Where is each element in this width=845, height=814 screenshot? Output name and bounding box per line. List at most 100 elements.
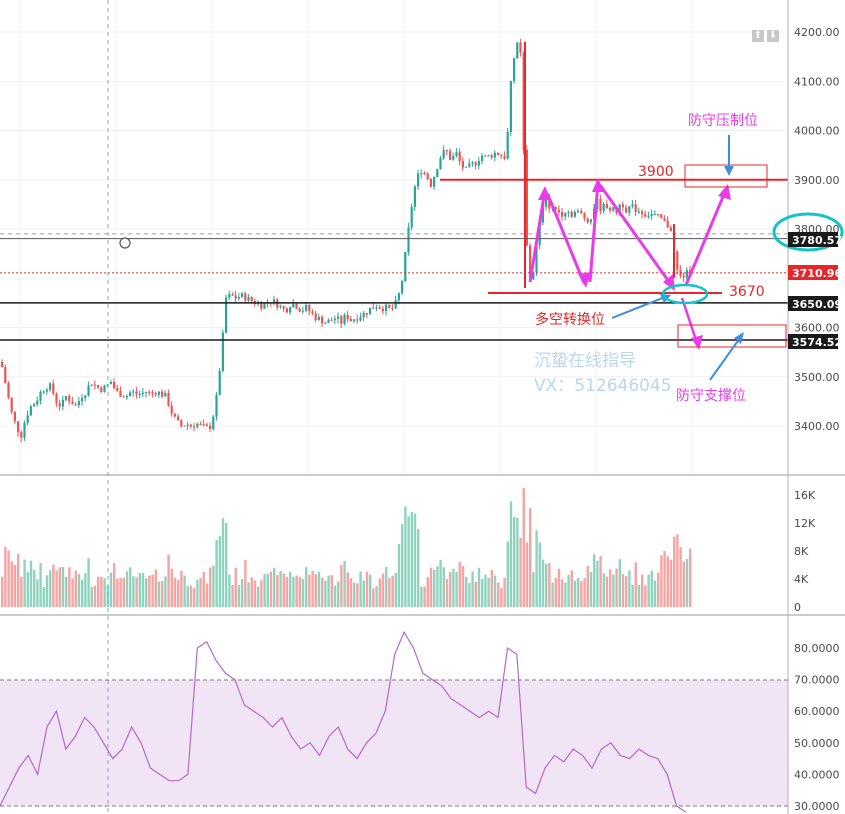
volume-bar — [679, 547, 682, 607]
volume-bar — [397, 543, 401, 607]
rsi-band — [0, 680, 788, 806]
volume-bar — [426, 577, 429, 607]
volume-bar — [365, 571, 369, 607]
volume-bar — [532, 572, 535, 607]
candle — [423, 171, 426, 176]
candle — [282, 305, 285, 312]
volume-bar — [122, 577, 125, 607]
candle — [74, 402, 77, 406]
volume-bar — [372, 588, 375, 607]
candle — [45, 387, 48, 395]
candle — [404, 251, 407, 283]
candle — [381, 306, 384, 315]
volume-bar — [241, 579, 244, 607]
blue-arrow-support — [709, 337, 741, 381]
volume-bar — [599, 556, 602, 607]
chart-toolbar: ⬆ ⬇ — [752, 30, 779, 42]
volume-bar — [289, 571, 292, 607]
candle — [573, 209, 576, 219]
arrow-down-icon[interactable]: ⬇ — [767, 30, 779, 42]
grid-layer — [0, 0, 788, 475]
volume-bar — [103, 578, 106, 607]
volume-bar — [1, 576, 4, 607]
candle — [634, 199, 637, 217]
candle — [465, 166, 468, 168]
volume-bar — [33, 569, 36, 607]
candle — [650, 209, 653, 221]
candle — [676, 250, 679, 275]
volume-bar — [410, 511, 413, 607]
volume-bar — [564, 582, 567, 607]
candle — [26, 410, 29, 426]
volume-bar — [634, 562, 637, 607]
rsi-tick-label: 50.0000 — [794, 737, 840, 750]
candle — [71, 396, 74, 405]
volume-bar — [509, 501, 513, 607]
volume-bar — [449, 572, 452, 607]
candle — [369, 307, 372, 315]
volume-bar — [212, 565, 215, 607]
volume-bar — [353, 582, 356, 607]
volume-bar — [570, 570, 573, 607]
price-tick-label: 3500.00 — [794, 371, 840, 384]
candle — [586, 217, 589, 224]
arrow-up-icon[interactable]: ⬆ — [752, 30, 764, 42]
candle — [439, 155, 442, 170]
volume-bar — [218, 536, 221, 607]
volume-bar — [378, 578, 381, 607]
candle — [628, 205, 631, 217]
candle — [436, 168, 439, 178]
candle — [10, 397, 13, 415]
crosshair-handle[interactable] — [119, 237, 131, 249]
candle — [452, 152, 455, 161]
candle — [410, 203, 413, 231]
volume-bar — [74, 570, 77, 607]
candle — [61, 395, 64, 411]
magenta-arrowhead-down — [691, 335, 703, 350]
blue-arrow-flip — [611, 296, 666, 319]
candle — [17, 421, 20, 437]
volume-bar — [490, 569, 493, 607]
volume-bar — [58, 567, 61, 607]
rsi-series — [0, 630, 687, 813]
volume-bar — [132, 576, 135, 607]
candle — [413, 184, 416, 211]
candle — [4, 364, 7, 384]
candle — [218, 368, 221, 396]
volume-bar — [77, 574, 81, 607]
volume-bar — [583, 578, 586, 607]
volume-bar — [266, 573, 269, 607]
svg-text:3650.09: 3650.09 — [792, 298, 842, 311]
volume-bar — [221, 518, 225, 607]
volume-bar — [20, 576, 23, 607]
candle — [442, 145, 445, 161]
volume-bar — [359, 571, 362, 607]
candle — [103, 384, 106, 393]
candle — [557, 205, 560, 216]
volume-bar — [113, 563, 116, 607]
magenta-arrow-down — [680, 297, 699, 344]
volume-tick-label: 4K — [794, 573, 809, 586]
axis-labels: 4200.004100.004000.003900.003800.003600.… — [794, 26, 840, 813]
candle — [349, 315, 352, 322]
volume-bar — [333, 585, 337, 607]
blue-arrowhead-resistance — [724, 166, 734, 176]
volume-bar — [225, 522, 228, 607]
volume-bar — [269, 571, 273, 607]
candle — [97, 384, 100, 390]
volume-bar — [177, 580, 180, 607]
volume-bar — [516, 517, 519, 607]
volume-bar — [439, 559, 442, 607]
candle — [65, 395, 68, 402]
candle — [81, 394, 84, 406]
candle — [625, 204, 628, 214]
volume-bar — [545, 563, 548, 607]
volume-bar — [26, 572, 29, 607]
volume-bar — [100, 576, 103, 607]
volume-bar — [650, 570, 653, 607]
candle — [289, 306, 292, 315]
candle — [570, 210, 573, 219]
volume-bar — [589, 571, 593, 607]
